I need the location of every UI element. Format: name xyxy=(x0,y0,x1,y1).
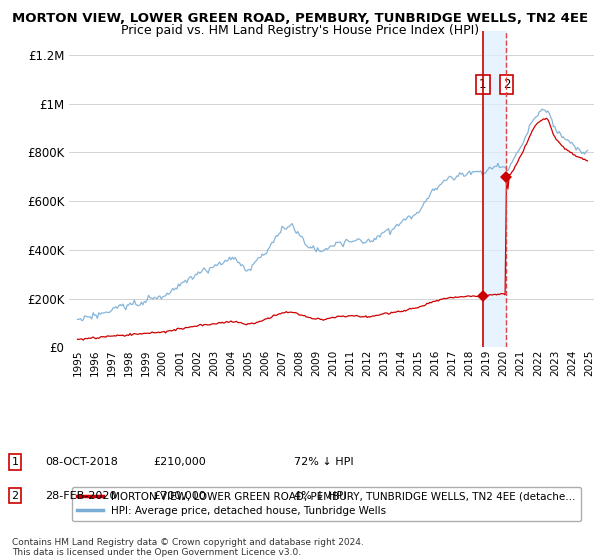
Text: 1: 1 xyxy=(479,78,487,91)
Text: Contains HM Land Registry data © Crown copyright and database right 2024.
This d: Contains HM Land Registry data © Crown c… xyxy=(12,538,364,557)
Text: MORTON VIEW, LOWER GREEN ROAD, PEMBURY, TUNBRIDGE WELLS, TN2 4EE: MORTON VIEW, LOWER GREEN ROAD, PEMBURY, … xyxy=(12,12,588,25)
Text: £210,000: £210,000 xyxy=(153,457,206,467)
Text: 08-OCT-2018: 08-OCT-2018 xyxy=(45,457,118,467)
Bar xyxy=(483,31,506,347)
Text: 2: 2 xyxy=(11,491,19,501)
Text: £700,000: £700,000 xyxy=(153,491,206,501)
Text: 4% ↓ HPI: 4% ↓ HPI xyxy=(294,491,347,501)
Legend: MORTON VIEW, LOWER GREEN ROAD, PEMBURY, TUNBRIDGE WELLS, TN2 4EE (detache…, HPI:: MORTON VIEW, LOWER GREEN ROAD, PEMBURY, … xyxy=(71,487,581,521)
Text: 72% ↓ HPI: 72% ↓ HPI xyxy=(294,457,353,467)
Text: 2: 2 xyxy=(503,78,510,91)
Text: 28-FEB-2020: 28-FEB-2020 xyxy=(45,491,116,501)
Text: 1: 1 xyxy=(11,457,19,467)
Text: Price paid vs. HM Land Registry's House Price Index (HPI): Price paid vs. HM Land Registry's House … xyxy=(121,24,479,36)
